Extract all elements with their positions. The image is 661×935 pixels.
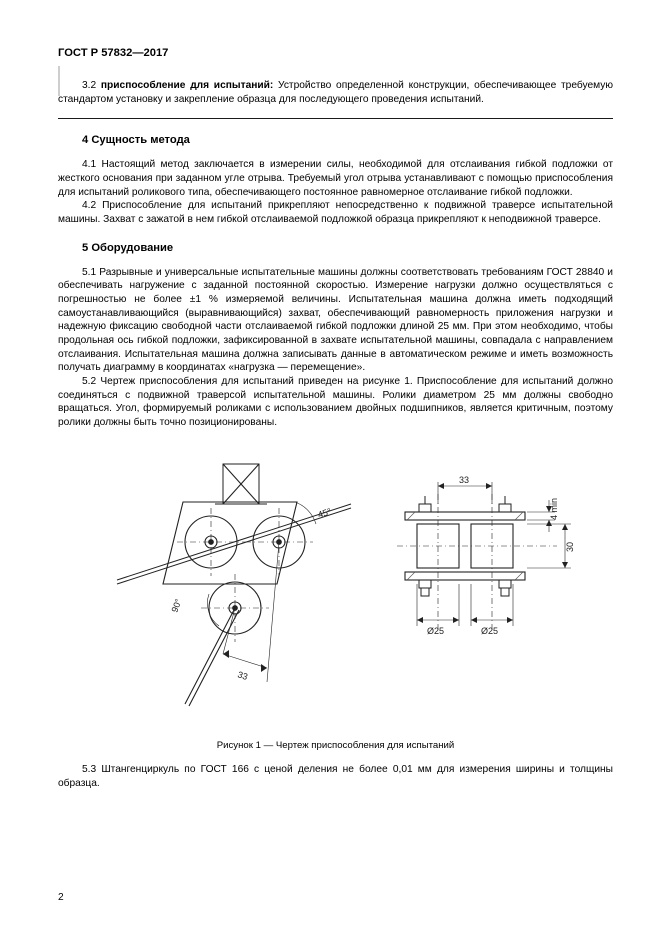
doc-code: ГОСТ Р 57832—2017: [58, 46, 613, 61]
divider: [58, 118, 613, 119]
heading-4: 4 Сущность метода: [58, 133, 613, 148]
figure-caption: Рисунок 1 — Чертеж приспособления для ис…: [58, 740, 613, 753]
dim-30: 30: [565, 542, 575, 552]
margin-mark: [58, 66, 60, 96]
para-5-2: 5.2 Чертеж приспособления для испытаний …: [58, 375, 613, 430]
dim-d25a: Ø25: [427, 626, 444, 636]
page-number: 2: [58, 891, 64, 905]
para-5-3: 5.3 Штангенциркуль по ГОСТ 166 с ценой д…: [58, 763, 613, 790]
figure-svg: 45° 90° 33: [81, 452, 591, 722]
term-title: приспособление для испытаний:: [101, 80, 273, 91]
dim-33-top: 33: [459, 475, 469, 485]
para-5-1: 5.1 Разрывные и универсальные испытатель…: [58, 266, 613, 375]
para-4-1: 4.1 Настоящий метод заключается в измере…: [58, 158, 613, 199]
dim-33-left: 33: [236, 669, 249, 682]
term-3-2: 3.2 приспособление для испытаний: Устрой…: [58, 79, 613, 106]
term-num: 3.2: [82, 80, 96, 91]
para-4-2: 4.2 Приспособление для испытаний прикреп…: [58, 199, 613, 226]
dim-4min: 4 min: [549, 498, 559, 520]
dim-d25b: Ø25: [481, 626, 498, 636]
dim-90: 90°: [169, 597, 183, 614]
dim-45: 45°: [316, 506, 332, 520]
heading-5: 5 Оборудование: [58, 241, 613, 256]
figure-1: 45° 90° 33: [58, 452, 613, 728]
